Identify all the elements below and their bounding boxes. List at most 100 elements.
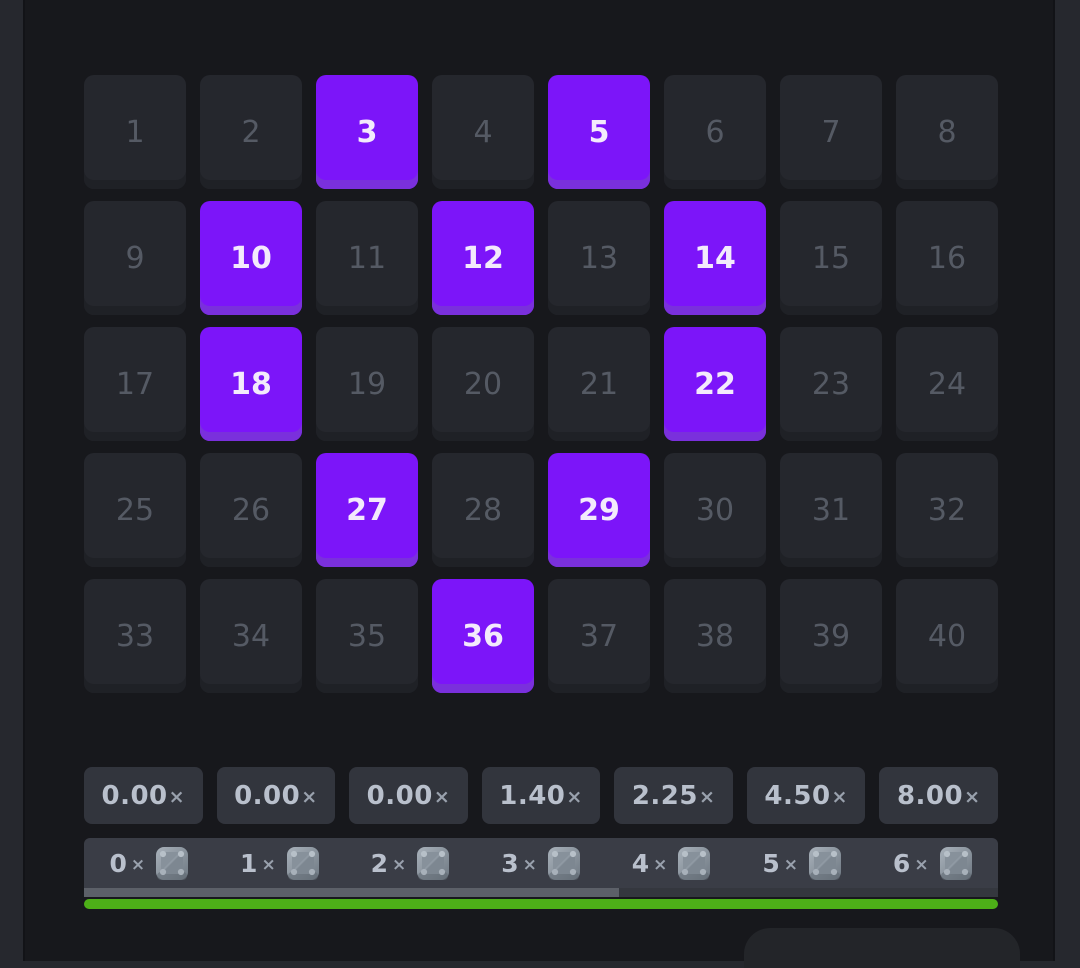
keno-tile-31[interactable]: 31: [780, 453, 882, 567]
keno-tile-12[interactable]: 12: [432, 201, 534, 315]
keno-tile-2[interactable]: 2: [200, 75, 302, 189]
keno-tile-3[interactable]: 3: [316, 75, 418, 189]
keno-tile-40[interactable]: 40: [896, 579, 998, 693]
tile-number: 8: [937, 114, 957, 150]
round-progress-track: [84, 899, 998, 909]
keno-tile-22[interactable]: 22: [664, 327, 766, 441]
paytable-scrollbar-track[interactable]: [84, 888, 998, 897]
times-symbol: ×: [783, 854, 798, 875]
multiplier-value: 0.00: [101, 780, 168, 811]
hits-count: 2: [370, 848, 389, 878]
keno-tile-11[interactable]: 11: [316, 201, 418, 315]
hits-legend-cell-3: 3 ×: [476, 838, 607, 888]
tile-number: 29: [578, 492, 620, 528]
tile-number: 17: [115, 366, 155, 402]
keno-tile-28[interactable]: 28: [432, 453, 534, 567]
tile-number: 38: [695, 618, 735, 654]
tile-number: 6: [705, 114, 725, 150]
keno-tile-21[interactable]: 21: [548, 327, 650, 441]
gem-icon: [286, 847, 319, 880]
multiplier-chip-6: 8.00 ×: [879, 767, 999, 824]
times-symbol: ×: [433, 786, 451, 808]
keno-tile-26[interactable]: 26: [200, 453, 302, 567]
keno-tile-18[interactable]: 18: [200, 327, 302, 441]
keno-tile-1[interactable]: 1: [84, 75, 186, 189]
tile-number: 7: [821, 114, 841, 150]
tile-number: 24: [927, 366, 967, 402]
hits-legend-cell-0: 0 ×: [84, 838, 215, 888]
tile-number: 10: [230, 240, 272, 276]
hits-legend-cell-5: 5 ×: [737, 838, 868, 888]
keno-tile-14[interactable]: 14: [664, 201, 766, 315]
multiplier-value: 8.00: [896, 780, 964, 811]
tile-number: 22: [694, 366, 736, 402]
tile-number: 35: [347, 618, 387, 654]
keno-tile-33[interactable]: 33: [84, 579, 186, 693]
times-symbol: ×: [831, 786, 848, 808]
keno-tile-10[interactable]: 10: [200, 201, 302, 315]
hits-legend-bar: 0 × 1 × 2 ×: [84, 838, 998, 888]
gem-icon: [547, 847, 580, 880]
multiplier-chip-0: 0.00 ×: [84, 767, 203, 824]
keno-tile-38[interactable]: 38: [664, 579, 766, 693]
times-symbol: ×: [168, 786, 186, 808]
times-symbol: ×: [301, 786, 318, 808]
hits-count: 0: [109, 848, 127, 878]
tile-number: 4: [473, 114, 493, 150]
keno-tile-29[interactable]: 29: [548, 453, 650, 567]
keno-tile-34[interactable]: 34: [200, 579, 302, 693]
hits-legend-cell-4: 4 ×: [606, 838, 737, 888]
round-progress-fill: [84, 899, 998, 909]
keno-tile-7[interactable]: 7: [780, 75, 882, 189]
keno-tile-27[interactable]: 27: [316, 453, 418, 567]
times-symbol: ×: [653, 854, 668, 875]
keno-tile-39[interactable]: 39: [780, 579, 882, 693]
keno-tile-9[interactable]: 9: [84, 201, 186, 315]
tile-number: 1: [125, 114, 145, 150]
multiplier-value: 1.40: [499, 780, 566, 811]
keno-tile-20[interactable]: 20: [432, 327, 534, 441]
keno-tile-36[interactable]: 36: [432, 579, 534, 693]
tile-number: 11: [347, 240, 387, 276]
tile-number: 12: [462, 240, 504, 276]
multiplier-value: 0.00: [366, 780, 433, 811]
payout-multiplier-row: 0.00 × 0.00 × 0.00 × 1.40 × 2.25 × 4.50 × 8.00 ×: [84, 767, 999, 824]
gem-icon: [939, 847, 972, 880]
times-symbol: ×: [566, 786, 583, 808]
hits-legend-cell-1: 1 ×: [215, 838, 346, 888]
tile-number: 5: [588, 114, 610, 150]
tile-number: 28: [463, 492, 503, 528]
tile-number: 33: [115, 618, 155, 654]
keno-tile-23[interactable]: 23: [780, 327, 882, 441]
keno-tile-37[interactable]: 37: [548, 579, 650, 693]
keno-tile-6[interactable]: 6: [664, 75, 766, 189]
tile-number: 15: [811, 240, 851, 276]
tile-number: 34: [231, 618, 271, 654]
keno-tile-17[interactable]: 17: [84, 327, 186, 441]
keno-tile-15[interactable]: 15: [780, 201, 882, 315]
keno-game-area: 1 2 3 4 5 6 7 8 9 10 11 12 13 14 15 16 17 18 19 20 21 22 23 24 2…: [23, 0, 1055, 968]
keno-tile-19[interactable]: 19: [316, 327, 418, 441]
tile-number: 3: [356, 114, 378, 150]
keno-tile-13[interactable]: 13: [548, 201, 650, 315]
tile-number: 40: [927, 618, 967, 654]
keno-tile-24[interactable]: 24: [896, 327, 998, 441]
hits-legend-section: 0 × 1 × 2 ×: [84, 838, 998, 897]
keno-tile-30[interactable]: 30: [664, 453, 766, 567]
keno-tile-25[interactable]: 25: [84, 453, 186, 567]
times-symbol: ×: [130, 854, 146, 875]
tile-number: 31: [811, 492, 851, 528]
tile-number: 14: [694, 240, 736, 276]
times-symbol: ×: [522, 854, 537, 875]
keno-tile-35[interactable]: 35: [316, 579, 418, 693]
keno-tile-5[interactable]: 5: [548, 75, 650, 189]
keno-tile-16[interactable]: 16: [896, 201, 998, 315]
keno-number-grid: 1 2 3 4 5 6 7 8 9 10 11 12 13 14 15 16 17 18 19 20 21 22 23 24 2…: [84, 75, 998, 693]
multiplier-value: 2.25: [631, 780, 698, 811]
tile-number: 27: [346, 492, 388, 528]
keno-tile-32[interactable]: 32: [896, 453, 998, 567]
keno-tile-8[interactable]: 8: [896, 75, 998, 189]
paytable-scrollbar-thumb[interactable]: [84, 888, 619, 897]
tile-number: 2: [241, 114, 261, 150]
keno-tile-4[interactable]: 4: [432, 75, 534, 189]
